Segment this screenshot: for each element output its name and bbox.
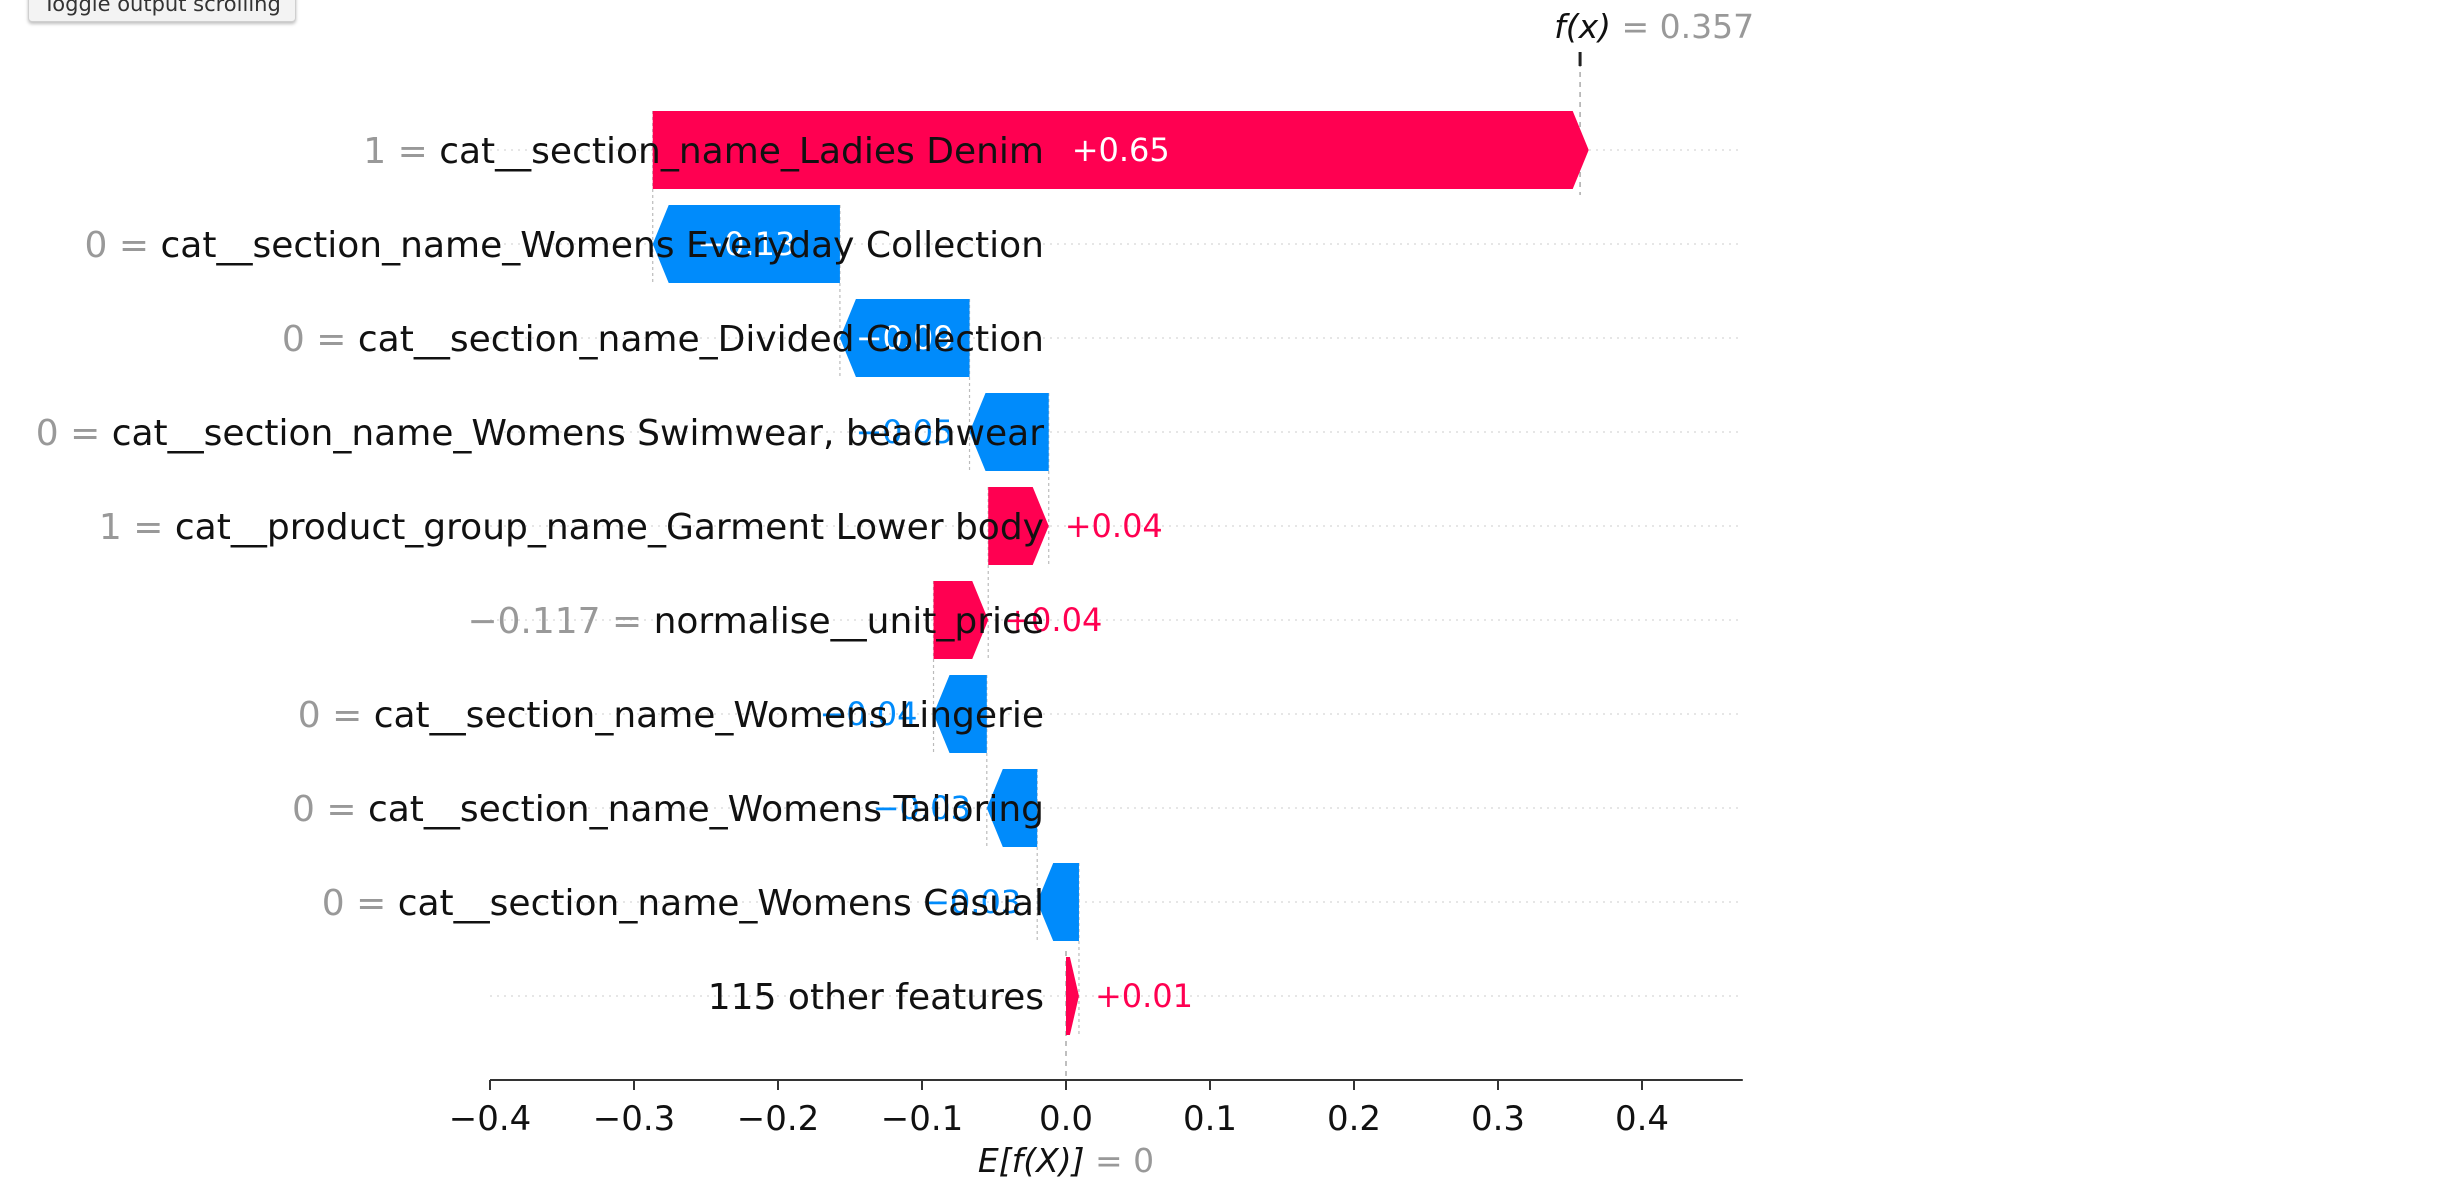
feature-value: −0.117 =	[467, 601, 653, 642]
negative-contribution-bar	[969, 393, 1049, 471]
contribution-label: −0.04	[819, 695, 917, 733]
expected-value-number: = 0	[1095, 1141, 1154, 1180]
feature-label: −0.117 = normalise__unit_price	[467, 601, 1044, 642]
feature-name: cat__product_group_name_Garment Lower bo…	[175, 507, 1044, 548]
contribution-label: +0.04	[1065, 507, 1163, 545]
x-tick-label: 0.4	[1615, 1099, 1669, 1139]
negative-contribution-bar	[839, 299, 970, 377]
negative-contribution-bar	[986, 769, 1038, 847]
output-value-symbol: f(x)	[1554, 7, 1621, 46]
contribution-label: −0.03	[923, 883, 1021, 921]
feature-label: 0 = cat__section_name_Womens Casual	[322, 883, 1044, 924]
contribution-label: −0.09	[856, 319, 954, 357]
positive-contribution-bar	[652, 111, 1589, 189]
positive-contribution-bar	[988, 487, 1049, 565]
feature-label: 115 other features	[708, 977, 1044, 1018]
expected-value-label: E[f(X)] = 0	[978, 1141, 1154, 1180]
feature-label: 0 = cat__section_name_Womens Tailoring	[292, 789, 1044, 830]
negative-contribution-bar	[1037, 863, 1079, 941]
feature-value: 0 =	[36, 413, 112, 454]
feature-name: normalise__unit_price	[654, 601, 1044, 642]
x-tick-label: 0.2	[1327, 1099, 1381, 1139]
feature-name: cat__section_name_Womens Everyday Collec…	[161, 225, 1045, 266]
contribution-label: −0.13	[697, 225, 795, 263]
feature-value: 1 =	[363, 131, 439, 172]
feature-label: 1 = cat__section_name_Ladies Denim	[363, 131, 1044, 172]
feature-label: 1 = cat__product_group_name_Garment Lowe…	[99, 507, 1044, 548]
feature-value: 0 =	[292, 789, 368, 830]
negative-contribution-bar	[652, 205, 840, 283]
x-tick-label: 0.1	[1183, 1099, 1237, 1139]
x-tick-label: 0.3	[1471, 1099, 1525, 1139]
output-value-number: = 0.357	[1621, 7, 1754, 46]
feature-value: 0 =	[282, 319, 358, 360]
x-tick-label: −0.4	[449, 1099, 532, 1139]
expected-value-symbol: E[f(X)]	[978, 1141, 1095, 1180]
feature-value: 1 =	[99, 507, 175, 548]
toggle-output-scrolling-button[interactable]: Toggle output scrolling	[28, 0, 296, 22]
contribution-label: +0.01	[1095, 977, 1193, 1015]
feature-value: 0 =	[298, 695, 374, 736]
contribution-label: −0.03	[873, 789, 971, 827]
feature-name: cat__section_name_Womens Tailoring	[368, 789, 1044, 830]
negative-contribution-bar	[933, 675, 987, 753]
feature-value: 0 =	[85, 225, 161, 266]
feature-name: cat__section_name_Womens Casual	[398, 883, 1044, 924]
feature-label: 0 = cat__section_name_Womens Swimwear, b…	[36, 413, 1044, 454]
feature-name: 115 other features	[708, 977, 1044, 1018]
feature-value: 0 =	[322, 883, 398, 924]
x-tick-label: 0.0	[1039, 1099, 1093, 1139]
positive-contribution-bar	[933, 581, 989, 659]
feature-label: 0 = cat__section_name_Womens Lingerie	[298, 695, 1044, 736]
output-value-label: f(x) = 0.357	[1554, 7, 1754, 46]
contribution-label: −0.05	[855, 413, 953, 451]
contribution-label: +0.04	[1004, 601, 1102, 639]
contribution-label: +0.65	[1072, 131, 1170, 169]
x-tick-label: −0.1	[881, 1099, 964, 1139]
feature-label: 0 = cat__section_name_Womens Everyday Co…	[85, 225, 1044, 266]
feature-name: cat__section_name_Ladies Denim	[439, 131, 1044, 172]
feature-label: 0 = cat__section_name_Divided Collection	[282, 319, 1044, 360]
x-tick-label: −0.3	[593, 1099, 676, 1139]
positive-contribution-bar	[1066, 957, 1079, 1035]
feature-name: cat__section_name_Womens Swimwear, beach…	[112, 413, 1044, 454]
x-tick-label: −0.2	[737, 1099, 820, 1139]
feature-name: cat__section_name_Divided Collection	[358, 319, 1044, 360]
feature-name: cat__section_name_Womens Lingerie	[374, 695, 1044, 736]
